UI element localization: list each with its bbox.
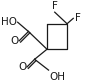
Text: OH: OH	[49, 72, 65, 82]
Text: O: O	[18, 62, 26, 72]
Text: O: O	[10, 36, 18, 46]
Text: HO: HO	[1, 17, 17, 27]
Text: F: F	[75, 13, 81, 23]
Text: F: F	[52, 1, 58, 11]
